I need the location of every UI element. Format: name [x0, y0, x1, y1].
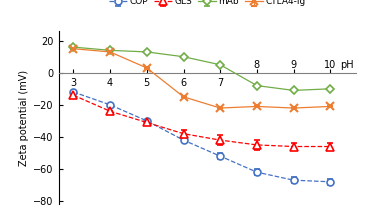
Y-axis label: Zeta potential (mV): Zeta potential (mV) [19, 70, 29, 166]
Text: 4: 4 [107, 78, 113, 88]
Legend: COP, GLS, mAb, CTLA4-Ig: COP, GLS, mAb, CTLA4-Ig [109, 0, 306, 6]
Text: 7: 7 [217, 78, 224, 88]
Text: 6: 6 [181, 78, 186, 88]
Text: pH: pH [341, 59, 354, 69]
Text: 3: 3 [70, 78, 76, 88]
Text: 10: 10 [324, 59, 337, 69]
Text: 9: 9 [291, 59, 297, 69]
Text: 5: 5 [143, 78, 150, 88]
Text: 8: 8 [254, 59, 260, 69]
